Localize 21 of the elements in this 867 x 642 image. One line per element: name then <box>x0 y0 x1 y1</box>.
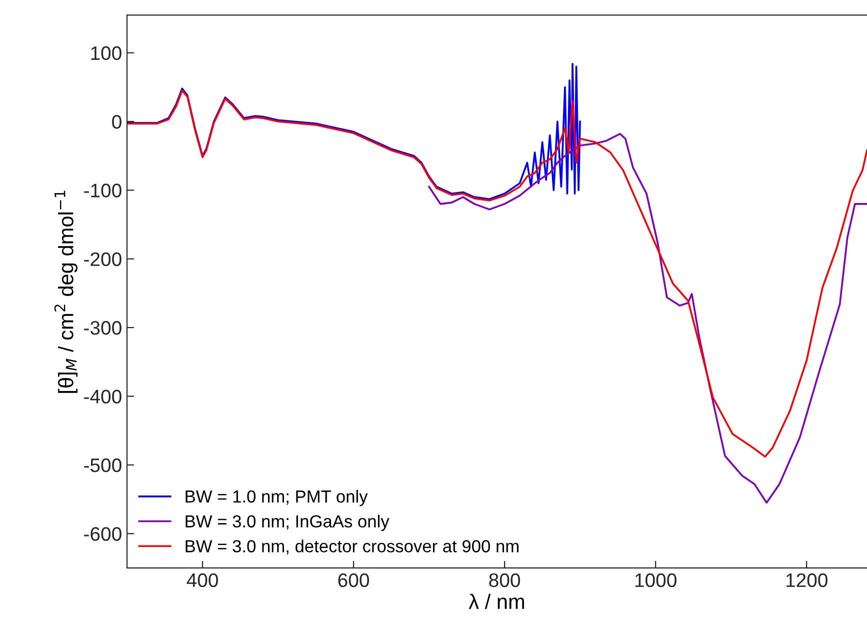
y-tick-label: 0 <box>112 114 122 129</box>
line-series <box>428 132 867 504</box>
y-tick-label: -400 <box>84 390 122 404</box>
legend-label: BW = 3.0 nm; InGaAs only <box>186 514 390 531</box>
y-tick-label: -200 <box>84 252 122 266</box>
legend-label: BW = 3.0 nm, detector crossover at 900 nm <box>186 540 518 554</box>
y-tick-label: -500 <box>84 458 122 472</box>
y-tick-label: -600 <box>84 527 122 541</box>
x-tick-label: 1000 <box>635 573 676 588</box>
x-axis-title: λ / nm <box>468 594 524 610</box>
y-tick-label: -300 <box>84 321 122 335</box>
x-tick-label: 800 <box>489 573 520 588</box>
y-tick-label: 100 <box>91 46 122 60</box>
line-series <box>127 90 867 458</box>
line-series <box>127 62 581 200</box>
x-tick-label: 1200 <box>786 573 828 588</box>
x-tick-label: 600 <box>338 573 370 588</box>
y-tick-label: -100 <box>84 184 122 198</box>
y-axis-title: [θ]$_{M}$ / cm$^{2}$ deg dmol$^{−1}$ <box>54 190 78 393</box>
x-tick-label: 400 <box>186 573 218 588</box>
legend-label: BW = 1.0 nm; PMT only <box>186 490 368 506</box>
